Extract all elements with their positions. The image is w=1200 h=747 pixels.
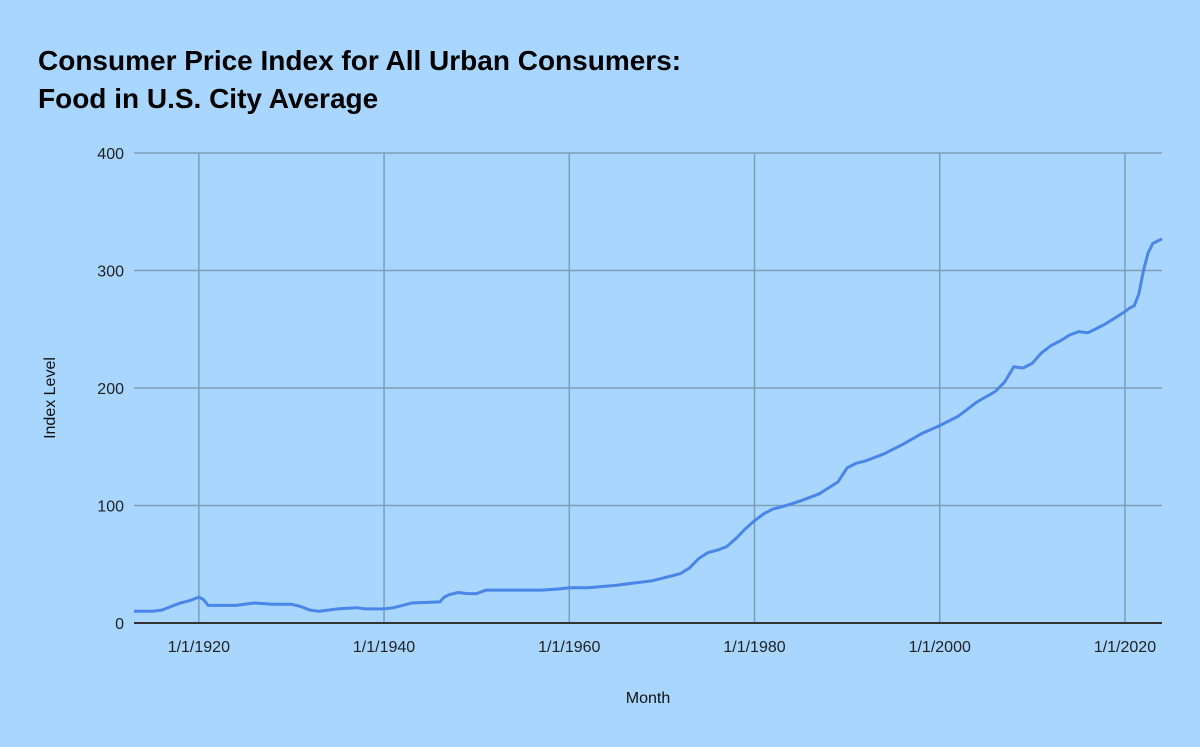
y-axis-ticks: 0 100 200 300 400 [97, 146, 124, 633]
x-axis-label: Month [626, 690, 670, 707]
y-tick-label: 400 [97, 146, 124, 163]
x-tick-label: 1/1/1980 [723, 639, 785, 656]
chart-title: Consumer Price Index for All Urban Consu… [38, 42, 681, 118]
gridlines [134, 152, 1162, 623]
y-tick-label: 0 [115, 616, 124, 633]
y-tick-label: 200 [97, 381, 124, 398]
x-tick-label: 1/1/2020 [1094, 639, 1156, 656]
y-tick-label: 100 [97, 499, 124, 516]
y-tick-label: 300 [97, 264, 124, 281]
y-axis-label: Index Level [42, 357, 59, 439]
x-tick-label: 1/1/1940 [353, 639, 415, 656]
x-tick-label: 1/1/1960 [538, 639, 600, 656]
x-tick-label: 1/1/1920 [168, 639, 230, 656]
x-tick-label: 1/1/2000 [909, 639, 971, 656]
x-axis-ticks: 1/1/1920 1/1/1940 1/1/1960 1/1/1980 1/1/2000… [168, 639, 1157, 656]
series-line-index-level [134, 237, 1163, 613]
chart-title-line-2: Food in U.S. City Average [38, 83, 379, 114]
chart-title-line-1: Consumer Price Index for All Urban Consu… [38, 45, 682, 76]
